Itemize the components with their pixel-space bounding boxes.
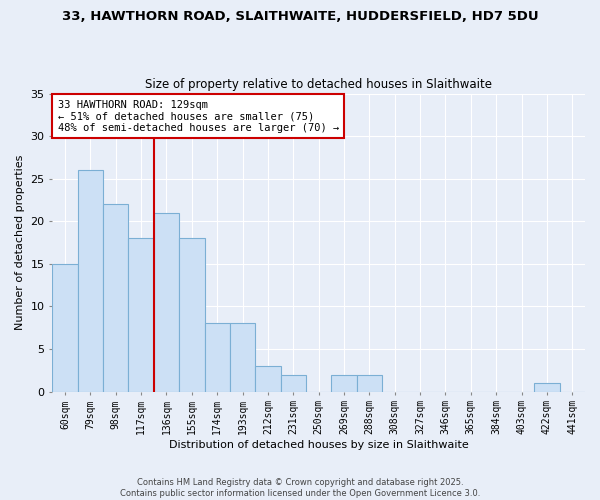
Bar (179, 238, 205, 392)
Bar (534, 383, 560, 392)
Bar (52, 264, 77, 392)
Bar (103, 204, 128, 392)
X-axis label: Distribution of detached houses by size in Slaithwaite: Distribution of detached houses by size … (169, 440, 469, 450)
Bar (357, 374, 382, 392)
Text: 33 HAWTHORN ROAD: 129sqm
← 51% of detached houses are smaller (75)
48% of semi-d: 33 HAWTHORN ROAD: 129sqm ← 51% of detach… (58, 100, 339, 132)
Title: Size of property relative to detached houses in Slaithwaite: Size of property relative to detached ho… (145, 78, 492, 91)
Text: Contains HM Land Registry data © Crown copyright and database right 2025.
Contai: Contains HM Land Registry data © Crown c… (120, 478, 480, 498)
Bar (128, 238, 154, 392)
Bar (154, 213, 179, 392)
Bar (205, 324, 230, 392)
Y-axis label: Number of detached properties: Number of detached properties (15, 155, 25, 330)
Text: 33, HAWTHORN ROAD, SLAITHWAITE, HUDDERSFIELD, HD7 5DU: 33, HAWTHORN ROAD, SLAITHWAITE, HUDDERSF… (62, 10, 538, 23)
Bar (331, 374, 357, 392)
Bar (77, 170, 103, 392)
Bar (230, 324, 255, 392)
Bar (255, 366, 281, 392)
Bar (281, 374, 306, 392)
